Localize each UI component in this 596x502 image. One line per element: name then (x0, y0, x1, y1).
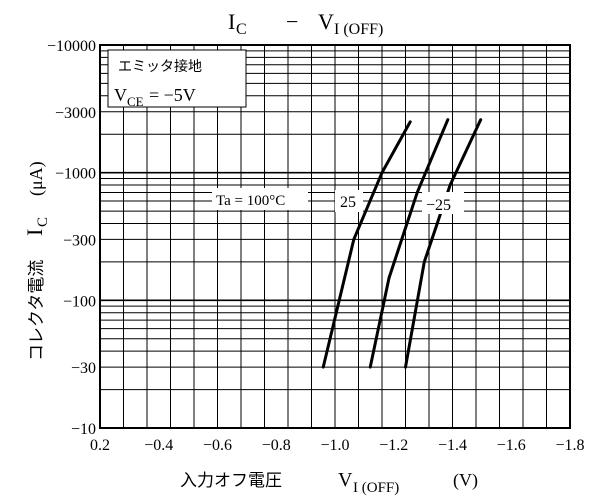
svg-text:Ta = 100°C: Ta = 100°C (216, 193, 285, 209)
svg-text:コレクタ電流: コレクタ電流 (27, 260, 47, 361)
svg-text:入力オフ電圧: 入力オフ電圧 (180, 471, 282, 491)
curves (321, 118, 483, 369)
x-tick-label: −1.0 (320, 437, 349, 454)
svg-text:(μA): (μA) (26, 161, 47, 196)
chart-title: I C − V I (OFF) (228, 9, 383, 38)
legend-box: エミッタ接地 V CE = −5V (107, 49, 247, 109)
svg-text:I: I (228, 9, 235, 34)
x-tick-label: −0.6 (203, 437, 232, 454)
series-label-m25: −25 (422, 192, 464, 214)
y-tick-label: −1000 (55, 166, 96, 183)
series-line-0 (321, 120, 412, 369)
plot-frame (99, 44, 571, 429)
x-tick-label: −1.2 (379, 437, 408, 454)
x-tick-label: −1.6 (497, 437, 526, 454)
svg-text:I (OFF): I (OFF) (353, 480, 399, 496)
series-line-2 (404, 118, 483, 369)
y-tick-label: −3000 (55, 105, 96, 122)
svg-text:エミッタ接地: エミッタ接地 (118, 58, 202, 75)
svg-text:25: 25 (340, 194, 356, 211)
x-tick-label: −1.4 (438, 437, 467, 454)
x-axis-label: 入力オフ電圧 V I (OFF) (V) (180, 469, 478, 496)
svg-text:I: I (22, 229, 47, 236)
y-tick-label: −30 (71, 360, 96, 377)
svg-text:V: V (114, 85, 127, 105)
y-tick-labels: −10000 −3000 −1000 −300 −100 −30 −10 (47, 38, 96, 438)
svg-text:(V): (V) (453, 470, 478, 491)
x-tick-label: 0.2 (90, 437, 110, 454)
svg-text:−: − (286, 9, 298, 34)
svg-text:CE: CE (127, 94, 144, 109)
series-line-1 (368, 118, 450, 369)
series-label-25: 25 (335, 190, 363, 212)
svg-text:V: V (318, 9, 334, 34)
x-tick-label: −1.8 (555, 437, 584, 454)
series-label-100: Ta = 100°C (212, 188, 308, 210)
y-tick-label: −10 (71, 421, 96, 438)
x-tick-labels: 0.2 −0.4 −0.6 −0.8 −1.0 −1.2 −1.4 −1.6 −1.8 (90, 437, 585, 454)
svg-text:V: V (338, 469, 353, 491)
x-tick-label: −0.4 (144, 437, 173, 454)
x-tick-label: −0.8 (262, 437, 291, 454)
svg-text:= −5V: = −5V (149, 85, 196, 105)
y-tick-label: −300 (63, 232, 96, 249)
y-axis-label: コレクタ電流 I C (μA) (22, 161, 51, 361)
svg-text:C: C (236, 21, 247, 38)
y-tick-label: −10000 (47, 38, 96, 55)
svg-text:−25: −25 (426, 197, 451, 214)
svg-text:C: C (35, 217, 51, 227)
svg-text:I (OFF): I (OFF) (334, 21, 383, 38)
y-tick-label: −100 (63, 293, 96, 310)
